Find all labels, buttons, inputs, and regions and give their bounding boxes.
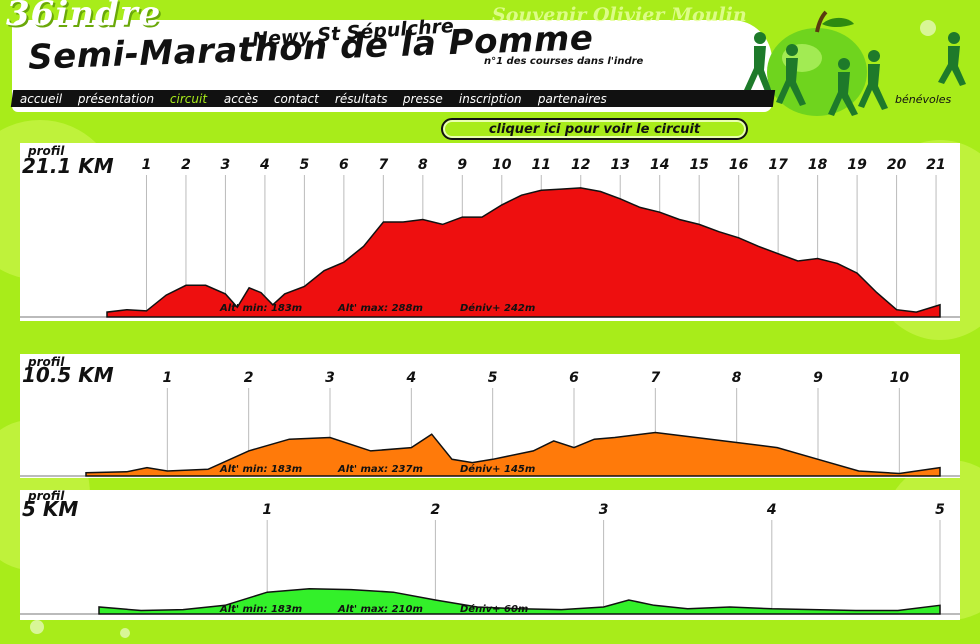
distance-label: 10.5 KM — [22, 363, 114, 387]
km-tick-label: 13 — [610, 157, 629, 173]
km-tick-label: 18 — [808, 157, 828, 173]
km-tick-label: 4 — [766, 502, 777, 518]
distance-label: 5 KM — [22, 497, 78, 521]
elevation-area — [98, 587, 941, 615]
km-tick-label: 14 — [650, 157, 669, 173]
stat-deniv: Déniv+ 60m — [460, 603, 528, 615]
profil-label: profil — [27, 355, 65, 369]
km-tick-label: 8 — [732, 370, 742, 386]
stat-deniv: Déniv+ 145m — [460, 463, 535, 475]
stat-deniv: Déniv+ 242m — [460, 302, 535, 314]
profil-label: profil — [27, 490, 65, 503]
km-tick-label: 15 — [689, 157, 709, 173]
km-tick-label: 6 — [339, 157, 349, 173]
profile-chart-21km: 1 2 3 4 5 6 7 8 9 10 11 12 13 14 15 16 17 18 19 20 21 profil 2… — [20, 143, 960, 321]
profil-label: profil — [27, 144, 65, 158]
km-tick-label: 1 — [142, 157, 152, 173]
km-tick-label: 19 — [847, 157, 867, 173]
view-circuit-button[interactable]: cliquer ici pour voir le circuit — [441, 118, 748, 140]
km-tick-label: 9 — [457, 157, 467, 173]
elevation-area — [106, 187, 941, 318]
km-tick-label: 1 — [262, 502, 272, 518]
nav-item-acces[interactable]: accès — [223, 91, 258, 106]
km-tick-label: 1 — [162, 370, 172, 386]
nav-item-circuit[interactable]: circuit — [170, 91, 208, 106]
stat-alt-max: Alt' max: 237m — [337, 464, 423, 475]
runners-silhouette-icon — [744, 32, 966, 116]
nav-item-presentation[interactable]: présentation — [78, 91, 155, 106]
km-tick-label: 12 — [571, 157, 590, 173]
km-tick-label: 7 — [378, 157, 388, 173]
stat-alt-max: Alt' max: 210m — [337, 604, 423, 615]
souvenir-label: Souvenir Olivier Moulin — [492, 4, 747, 26]
km-tick-label: 9 — [813, 370, 823, 386]
km-tick-label: 2 — [181, 157, 191, 173]
main-nav: accueil présentation circuit accès conta… — [10, 90, 776, 107]
km-tick-label: 16 — [729, 157, 749, 173]
km-tick-label: 8 — [418, 157, 428, 173]
km-tick-label: 17 — [768, 157, 788, 173]
tagline: n°1 des courses dans l'indre — [484, 56, 644, 67]
nav-item-partenaires[interactable]: partenaires — [537, 91, 607, 106]
km-tick-label: 10 — [492, 157, 512, 173]
km-tick-label: 3 — [599, 502, 609, 518]
stat-alt-max: Alt' max: 288m — [337, 303, 423, 314]
profile-chart-10km: 1 2 3 4 5 6 7 8 9 10 profil 10.5 KM Alt' min: 183m Al… — [20, 354, 960, 478]
km-tick-label: 5 — [935, 502, 945, 518]
elevation-area — [85, 431, 941, 477]
km-tick-label: 3 — [221, 157, 231, 173]
benevoles-link[interactable]: bénévoles — [895, 93, 952, 106]
nav-item-resultats[interactable]: résultats — [334, 91, 388, 106]
nav-item-inscription[interactable]: inscription — [459, 91, 522, 106]
nav-item-accueil[interactable]: accueil — [20, 91, 63, 106]
km-tick-label: 7 — [650, 370, 660, 386]
stat-alt-min: Alt' min: 183m — [219, 604, 302, 615]
km-tick-label: 5 — [488, 370, 498, 386]
site-corner-label: 36indre — [6, 0, 162, 34]
km-tick-label: 4 — [405, 370, 416, 386]
km-tick-label: 2 — [244, 370, 254, 386]
km-tick-label: 21 — [926, 157, 945, 173]
km-tick-label: 20 — [887, 157, 907, 173]
km-tick-label: 11 — [532, 157, 551, 173]
km-tick-label: 3 — [325, 370, 335, 386]
km-tick-label: 5 — [300, 157, 310, 173]
km-tick-label: 4 — [259, 157, 270, 173]
distance-label: 21.1 KM — [22, 154, 114, 178]
stat-alt-min: Alt' min: 183m — [219, 464, 302, 475]
nav-item-presse[interactable]: presse — [403, 91, 443, 106]
km-tick-label: 10 — [890, 370, 910, 386]
km-tick-label: 2 — [431, 502, 441, 518]
stat-alt-min: Alt' min: 183m — [219, 303, 302, 314]
km-tick-label: 6 — [569, 370, 579, 386]
nav-item-contact[interactable]: contact — [273, 91, 319, 106]
profile-chart-5km: 1 2 3 4 5 profil 5 KM Alt' min: 183m Alt' max: 2… — [20, 490, 960, 620]
